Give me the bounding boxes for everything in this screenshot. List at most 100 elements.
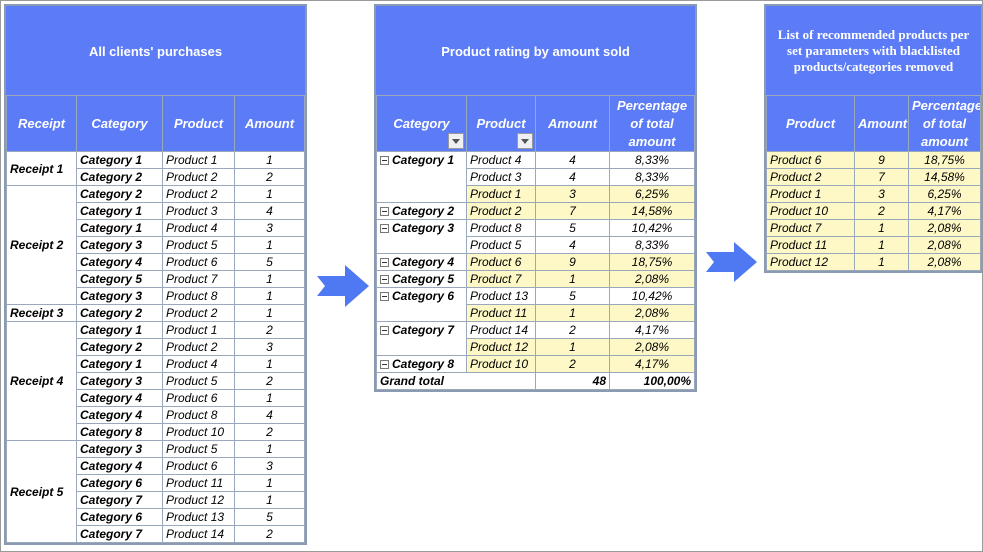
filter-button[interactable] xyxy=(448,133,464,149)
rating-row: Category 4 Product 6 9 18,75% xyxy=(376,253,696,271)
rating-row: Category 6 Product 13 5 10,42% xyxy=(376,287,696,322)
amount-cell: 2 xyxy=(233,321,306,339)
purchase-row: Category 7 Product 14 2 xyxy=(7,525,306,543)
amount-cell: 1 xyxy=(233,389,306,407)
product-cell: Product 8 xyxy=(466,219,536,237)
product-cell: Product 2 xyxy=(766,168,855,186)
recommended-table: List of recommended products per set par… xyxy=(764,4,982,273)
amount-cell: 1 xyxy=(854,253,909,271)
table: List of recommended products per set par… xyxy=(766,6,981,271)
percentage-cell: 4,17% xyxy=(608,321,696,339)
table-title: List of recommended products per set par… xyxy=(766,6,981,96)
amount-cell: 2 xyxy=(854,202,909,220)
purchase-row: Category 6 Product 13 5 xyxy=(7,508,306,526)
product-cell: Product 12 xyxy=(162,491,235,509)
column-header: Percentage of total amount xyxy=(908,95,981,152)
product-cell: Product 7 xyxy=(162,270,235,288)
grand-total-label: Grand total xyxy=(376,372,536,390)
percentage-cell: 18,75% xyxy=(608,253,696,271)
product-cell: Product 6 xyxy=(162,457,235,475)
percentage-cell: 10,42% xyxy=(608,219,696,237)
amount-cell: 1 xyxy=(233,287,306,305)
amount-cell: 4 xyxy=(233,406,306,424)
percentage-cell: 2,08% xyxy=(608,304,696,322)
column-header: Category xyxy=(376,95,467,152)
grand-total-percentage: 100,00% xyxy=(608,372,696,390)
category-cell: Category 1 xyxy=(76,219,163,237)
receipt-cell: Receipt 2 xyxy=(6,185,77,305)
amount-cell: 1 xyxy=(233,355,306,373)
percentage-cell: 4,17% xyxy=(908,202,981,220)
amount-cell: 7 xyxy=(535,202,610,220)
recommended-row: Product 6 9 18,75% xyxy=(766,151,981,169)
product-cell: Product 7 xyxy=(766,219,855,237)
amount-cell: 5 xyxy=(233,253,306,271)
percentage-cell: 14,58% xyxy=(908,168,981,186)
amount-cell: 3 xyxy=(535,185,610,203)
category-cell: Category 1 xyxy=(76,355,163,373)
category-label: Category 6 xyxy=(392,289,455,303)
table-title: Product rating by amount sold xyxy=(375,6,696,96)
product-cell: Product 14 xyxy=(466,321,536,339)
amount-cell: 3 xyxy=(233,338,306,356)
amount-cell: 9 xyxy=(535,253,610,271)
amount-cell: 3 xyxy=(854,185,909,203)
category-label: Category 7 xyxy=(392,323,455,337)
amount-cell: 1 xyxy=(233,491,306,509)
grand-total-row: Grand total 48 100,00% xyxy=(376,372,696,390)
product-cell: Product 1 xyxy=(766,185,855,203)
amount-cell: 4 xyxy=(535,168,610,186)
category-label: Category 3 xyxy=(392,221,455,235)
category-cell: Category 2 xyxy=(76,185,163,203)
product-cell: Product 6 xyxy=(162,389,235,407)
product-cell: Product 5 xyxy=(162,372,235,390)
category-cell: Category 2 xyxy=(76,304,163,322)
product-cell: Product 2 xyxy=(162,304,235,322)
percentage-cell: 10,42% xyxy=(608,287,696,305)
amount-cell: 1 xyxy=(535,338,610,356)
arrow xyxy=(317,265,369,307)
amount-cell: 9 xyxy=(854,151,909,169)
percentage-cell: 8,33% xyxy=(608,236,696,254)
percentage-cell: 2,08% xyxy=(608,270,696,288)
product-cell: Product 4 xyxy=(162,355,235,373)
percentage-cell: 2,08% xyxy=(908,219,981,237)
product-cell: Product 11 xyxy=(766,236,855,254)
product-cell: Product 3 xyxy=(466,168,536,186)
rating-table: Product rating by amount sold Category Pro… xyxy=(374,4,698,392)
amount-cell: 3 xyxy=(233,457,306,475)
column-header: Amount xyxy=(854,95,909,152)
amount-cell: 1 xyxy=(535,270,610,288)
amount-cell: 1 xyxy=(233,440,306,458)
recommended-row: Product 12 1 2,08% xyxy=(766,253,981,271)
collapse-icon xyxy=(380,360,389,370)
amount-cell: 1 xyxy=(233,304,306,322)
category-cell: Category 2 xyxy=(76,168,163,186)
column-header: Product xyxy=(162,95,235,152)
category-cell: Category 2 xyxy=(376,202,467,220)
percentage-cell: 8,33% xyxy=(608,168,696,186)
amount-cell: 4 xyxy=(535,236,610,254)
column-header: Amount xyxy=(535,95,610,152)
category-cell: Category 8 xyxy=(376,355,467,373)
product-cell: Product 5 xyxy=(162,440,235,458)
filter-button[interactable] xyxy=(517,133,533,149)
category-cell: Category 3 xyxy=(76,287,163,305)
rating-row: Category 3 Product 8 5 10,42% xyxy=(376,219,696,254)
title-row: List of recommended products per set par… xyxy=(766,6,981,96)
category-cell: Category 6 xyxy=(76,474,163,492)
product-cell: Product 6 xyxy=(466,253,536,271)
purchases-table: All clients' purchases Receipt Category Pro… xyxy=(4,4,308,545)
arrow-shape xyxy=(317,265,369,307)
recommended-row: Product 1 3 6,25% xyxy=(766,185,981,203)
column-header: Product xyxy=(466,95,536,152)
collapse-icon xyxy=(380,224,389,234)
collapse-icon xyxy=(380,326,389,336)
rating-row: Category 5 Product 7 1 2,08% xyxy=(376,270,696,288)
